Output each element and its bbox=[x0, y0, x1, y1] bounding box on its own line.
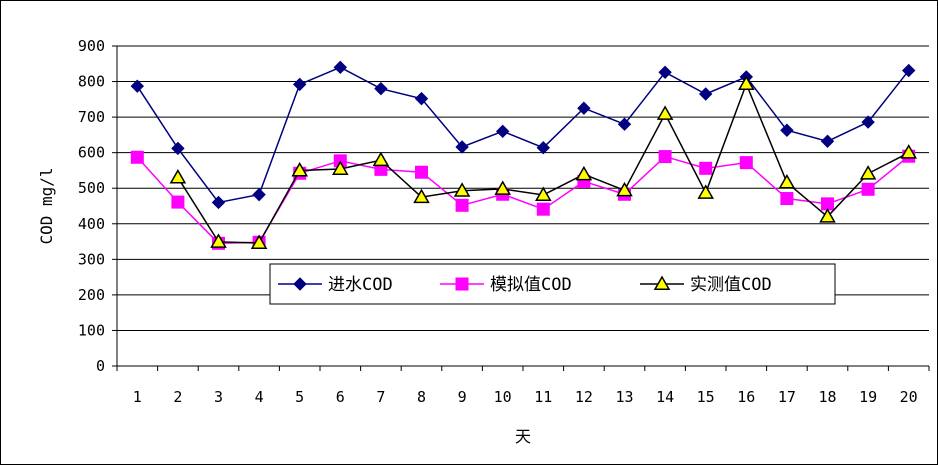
y-tick-label: 900 bbox=[78, 37, 105, 55]
series-3-point bbox=[453, 182, 471, 197]
y-tick-label: 800 bbox=[78, 73, 105, 91]
series-1-point bbox=[333, 60, 348, 75]
series-2-point bbox=[821, 197, 834, 211]
series-1-point bbox=[698, 87, 713, 101]
series-3-point bbox=[210, 233, 227, 248]
series-1-point bbox=[861, 115, 875, 129]
series-3-point bbox=[535, 186, 552, 201]
x-tick-label: 18 bbox=[818, 388, 836, 406]
x-tick-label: 6 bbox=[336, 388, 345, 406]
y-tick-label: 400 bbox=[78, 215, 105, 233]
series-3-point bbox=[900, 144, 917, 159]
x-tick-label: 17 bbox=[778, 388, 796, 406]
series-1-point bbox=[292, 77, 307, 92]
x-tick-label: 10 bbox=[494, 388, 512, 406]
series-1-point bbox=[901, 63, 916, 78]
x-tick-label: 16 bbox=[737, 388, 755, 406]
x-tick-label: 20 bbox=[900, 388, 918, 406]
y-tick-label: 100 bbox=[78, 321, 105, 339]
series-2-point bbox=[658, 150, 672, 164]
x-tick-label: 2 bbox=[173, 388, 182, 406]
series-2-point bbox=[130, 150, 144, 164]
series-3-point bbox=[169, 169, 187, 184]
series-2-point bbox=[415, 165, 428, 179]
series-1-point bbox=[617, 117, 632, 131]
series-1-point bbox=[495, 124, 510, 139]
series-1-point bbox=[455, 140, 469, 154]
y-tick-label: 200 bbox=[78, 286, 105, 304]
series-3-point bbox=[413, 188, 430, 204]
series-1-point bbox=[414, 91, 429, 106]
y-tick-label: 600 bbox=[78, 144, 105, 162]
series-3-point bbox=[778, 174, 796, 189]
series-3-point bbox=[616, 181, 633, 197]
series-2-point bbox=[536, 202, 550, 216]
series-layer bbox=[130, 60, 917, 250]
y-axis-title: COD mg/l bbox=[37, 167, 56, 244]
series-line-1 bbox=[136, 66, 910, 204]
x-tick-label: 3 bbox=[214, 388, 223, 406]
series-1-point bbox=[658, 65, 672, 80]
x-tick-label: 13 bbox=[615, 388, 633, 406]
x-tick-label: 4 bbox=[255, 388, 264, 406]
series-2-point bbox=[861, 182, 875, 196]
x-axis-title: 天 bbox=[515, 427, 531, 446]
series-1-point bbox=[211, 195, 226, 210]
series-1-point bbox=[374, 81, 388, 96]
series-2-point bbox=[455, 198, 469, 212]
series-1-point bbox=[536, 140, 551, 155]
x-tick-label: 9 bbox=[458, 388, 467, 406]
series-2-point bbox=[739, 156, 753, 170]
series-3-point bbox=[372, 151, 390, 167]
series-3-point bbox=[332, 160, 349, 176]
series-2-point bbox=[780, 192, 794, 206]
series-line-3 bbox=[177, 81, 910, 244]
legend-label: 实测值COD bbox=[690, 275, 772, 295]
legend-swatch-marker bbox=[293, 277, 307, 291]
series-2-point bbox=[699, 161, 713, 175]
legend-swatch-marker bbox=[455, 277, 469, 291]
series-3-point bbox=[738, 75, 755, 91]
series-1-point bbox=[130, 79, 145, 93]
x-tick-label: 5 bbox=[295, 388, 304, 406]
x-tick-label: 15 bbox=[697, 388, 715, 406]
series-3-point bbox=[575, 165, 593, 181]
legend: 进水COD 模拟值COD 实测值COD bbox=[269, 263, 836, 305]
x-tick-label: 8 bbox=[417, 388, 426, 406]
series-1-point bbox=[252, 187, 266, 202]
x-tick-label: 12 bbox=[575, 388, 593, 406]
legend-swatch-marker bbox=[653, 275, 671, 290]
x-tick-label: 19 bbox=[859, 388, 877, 406]
series-3-point bbox=[494, 180, 511, 195]
x-tick-label: 11 bbox=[534, 388, 552, 406]
series-3-point bbox=[656, 105, 674, 120]
y-tick-label: 300 bbox=[78, 250, 105, 268]
series-1-point bbox=[171, 141, 185, 156]
series-3-point bbox=[859, 165, 877, 180]
series-3-point bbox=[819, 208, 836, 223]
series-1-point bbox=[780, 123, 794, 137]
series-3-point bbox=[291, 161, 308, 177]
y-tick-label: 700 bbox=[78, 108, 105, 126]
series-3-point bbox=[250, 234, 268, 249]
series-3-point bbox=[697, 184, 714, 199]
y-tick-label: 0 bbox=[96, 357, 105, 375]
legend-label: 进水COD bbox=[328, 275, 393, 295]
series-2-point bbox=[171, 195, 185, 209]
series-1-point bbox=[577, 101, 591, 115]
y-tick-label: 500 bbox=[78, 179, 105, 197]
legend-box bbox=[269, 263, 836, 305]
legend-label: 模拟值COD bbox=[490, 275, 572, 295]
grid-layer bbox=[117, 45, 929, 331]
x-tick-label: 7 bbox=[376, 388, 385, 406]
series-1-point bbox=[820, 134, 835, 148]
x-tick-label: 1 bbox=[133, 388, 142, 406]
x-tick-label: 14 bbox=[656, 388, 674, 406]
